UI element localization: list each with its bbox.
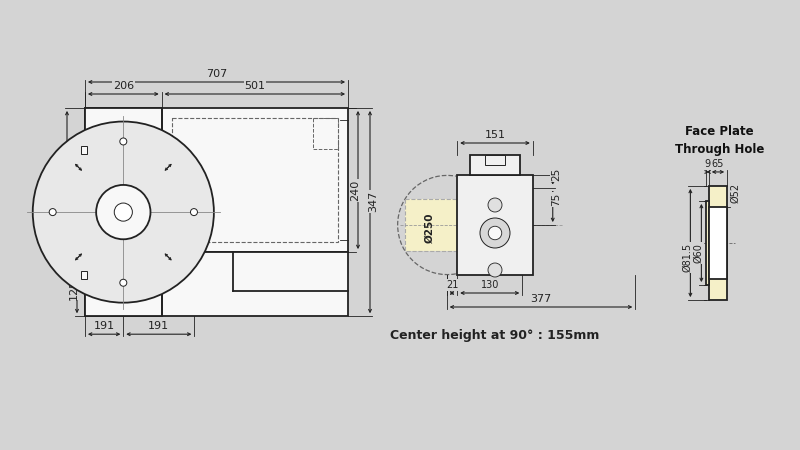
Bar [709, 207, 727, 279]
Text: 9: 9 [705, 159, 710, 169]
Text: 240: 240 [350, 180, 360, 201]
Circle shape [488, 226, 502, 240]
Text: Center height at 90° : 155mm: Center height at 90° : 155mm [390, 329, 600, 342]
Text: 191: 191 [148, 321, 170, 331]
Bar [405, 199, 467, 251]
Circle shape [120, 279, 127, 286]
Text: 707: 707 [206, 69, 227, 79]
Bar [485, 155, 505, 165]
Circle shape [114, 203, 132, 221]
Circle shape [480, 218, 510, 248]
Text: 125: 125 [69, 279, 79, 300]
Text: 206: 206 [113, 81, 134, 91]
Bar [81, 270, 87, 279]
Text: 65: 65 [712, 159, 724, 169]
Text: 220: 220 [59, 175, 69, 196]
Bar [709, 186, 727, 300]
Bar [85, 252, 348, 316]
Text: 191: 191 [94, 321, 114, 331]
Bar [313, 118, 338, 149]
Bar [85, 108, 162, 316]
Bar [85, 108, 348, 252]
Circle shape [33, 122, 214, 303]
Circle shape [190, 209, 198, 216]
Bar [172, 118, 338, 242]
Circle shape [96, 185, 150, 239]
Circle shape [488, 263, 502, 277]
Text: 501: 501 [244, 81, 266, 91]
Text: 377: 377 [530, 294, 552, 304]
Bar [405, 199, 467, 251]
Text: Ø250: Ø250 [425, 213, 434, 243]
Bar [470, 155, 520, 175]
Text: Ø52: Ø52 [730, 183, 740, 202]
Text: 21: 21 [446, 280, 458, 290]
Text: Ø60: Ø60 [694, 243, 703, 263]
Bar [706, 201, 709, 285]
Text: 151: 151 [485, 130, 506, 140]
Bar [81, 146, 87, 153]
Circle shape [488, 198, 502, 212]
Text: 25: 25 [550, 168, 561, 181]
Circle shape [49, 209, 56, 216]
Text: 130: 130 [481, 280, 499, 290]
Text: Face Plate
Through Hole: Face Plate Through Hole [674, 125, 764, 156]
Bar [458, 175, 533, 275]
Text: 347: 347 [368, 191, 378, 212]
Text: Ø81.5: Ø81.5 [682, 243, 692, 272]
Circle shape [120, 138, 127, 145]
Text: 75: 75 [550, 193, 561, 206]
